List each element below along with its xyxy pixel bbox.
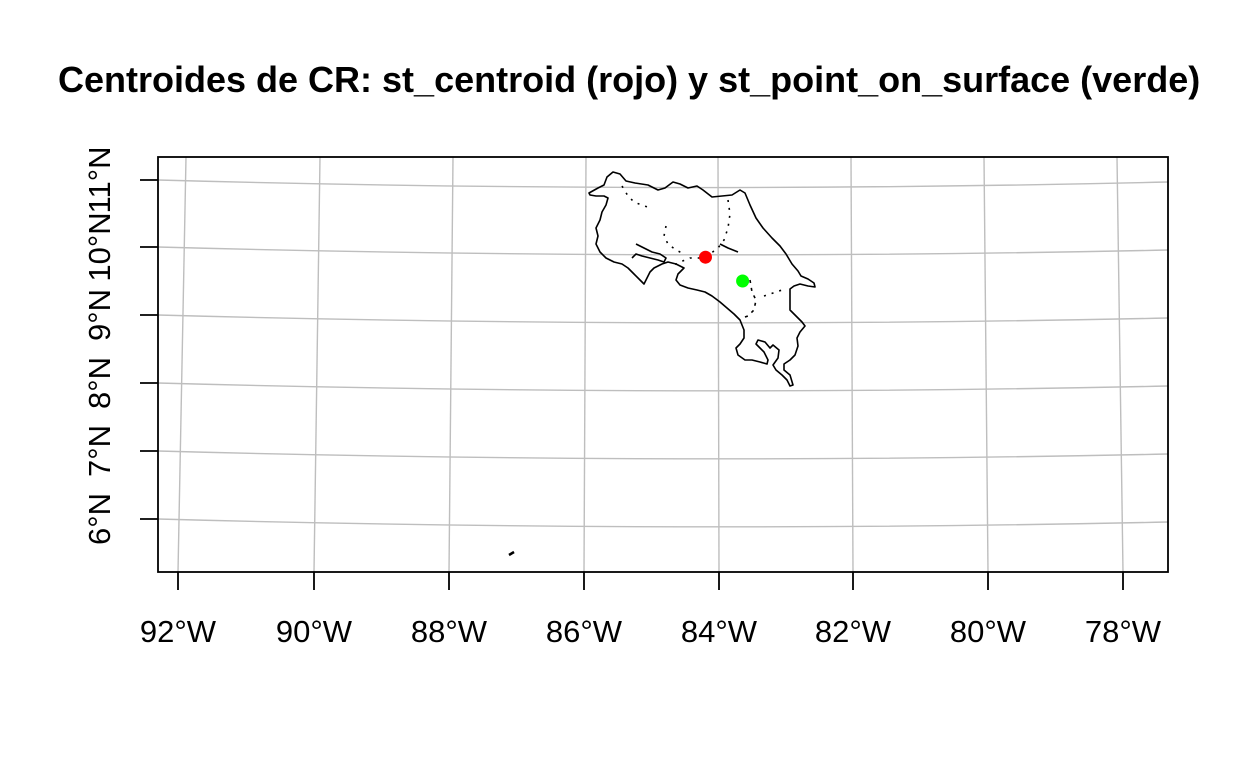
graticule-lat-8 [157, 382, 1169, 392]
provincial-boundary-d [741, 279, 757, 319]
x-tick-labels: 92°W 90°W 88°W 86°W 84°W 82°W 80°W 78°W [140, 614, 1162, 649]
river-line [719, 243, 739, 253]
centroid-points [699, 250, 750, 288]
x-tick-label: 90°W [276, 614, 353, 649]
y-tick-label: 7°N [82, 425, 117, 477]
graticule-lat-6 [157, 518, 1169, 528]
y-tick-labels: 6°N 7°N 8°N 9°N 10°N 11°N [82, 147, 117, 546]
x-axis [177, 572, 1124, 590]
graticule-lon-86 [583, 156, 587, 573]
graticule-lat-11 [157, 179, 1169, 189]
x-tick-label: 78°W [1085, 614, 1162, 649]
st-point-on-surface-point [736, 274, 750, 288]
x-tick-label: 80°W [950, 614, 1027, 649]
cocos-island [508, 550, 515, 557]
provincial-boundary-c [663, 225, 685, 255]
graticule-lat-7 [157, 450, 1169, 460]
graticule [157, 156, 1169, 573]
provincial-boundary-a [621, 185, 653, 209]
map-title: Centroides de CR: st_centroid (rojo) y s… [58, 59, 1200, 100]
x-tick-label: 82°W [815, 614, 892, 649]
graticule-lon-92 [177, 156, 187, 573]
y-tick-label: 10°N [82, 212, 117, 281]
plot-frame [157, 156, 1169, 573]
graticule-lon-90 [313, 156, 321, 573]
graticule-lat-9 [157, 314, 1169, 324]
y-tick-label: 11°N [82, 147, 117, 214]
x-tick-label: 86°W [546, 614, 623, 649]
x-tick-label: 92°W [140, 614, 217, 649]
x-tick-label: 84°W [681, 614, 758, 649]
y-tick-label: 8°N [82, 357, 117, 409]
graticule-lon-88 [448, 156, 454, 573]
st-centroid-point [699, 250, 712, 264]
gulf-of-nicoya [631, 243, 667, 263]
graticule-lon-82 [850, 156, 854, 573]
graticule-lat-10 [157, 246, 1169, 256]
y-tick-label: 6°N [82, 493, 117, 545]
x-tick-label: 88°W [411, 614, 488, 649]
graticule-lon-84 [717, 156, 720, 573]
y-tick-label: 9°N [82, 289, 117, 341]
country-border [588, 171, 816, 387]
graticule-lon-80 [983, 156, 989, 573]
costa-rica-outline [508, 171, 816, 557]
provincial-boundary-e [763, 289, 783, 297]
graticule-lon-78 [1116, 156, 1124, 573]
map-axes: 92°W 90°W 88°W 86°W 84°W 82°W 80°W 78°W … [82, 147, 1169, 649]
y-axis [140, 179, 158, 520]
